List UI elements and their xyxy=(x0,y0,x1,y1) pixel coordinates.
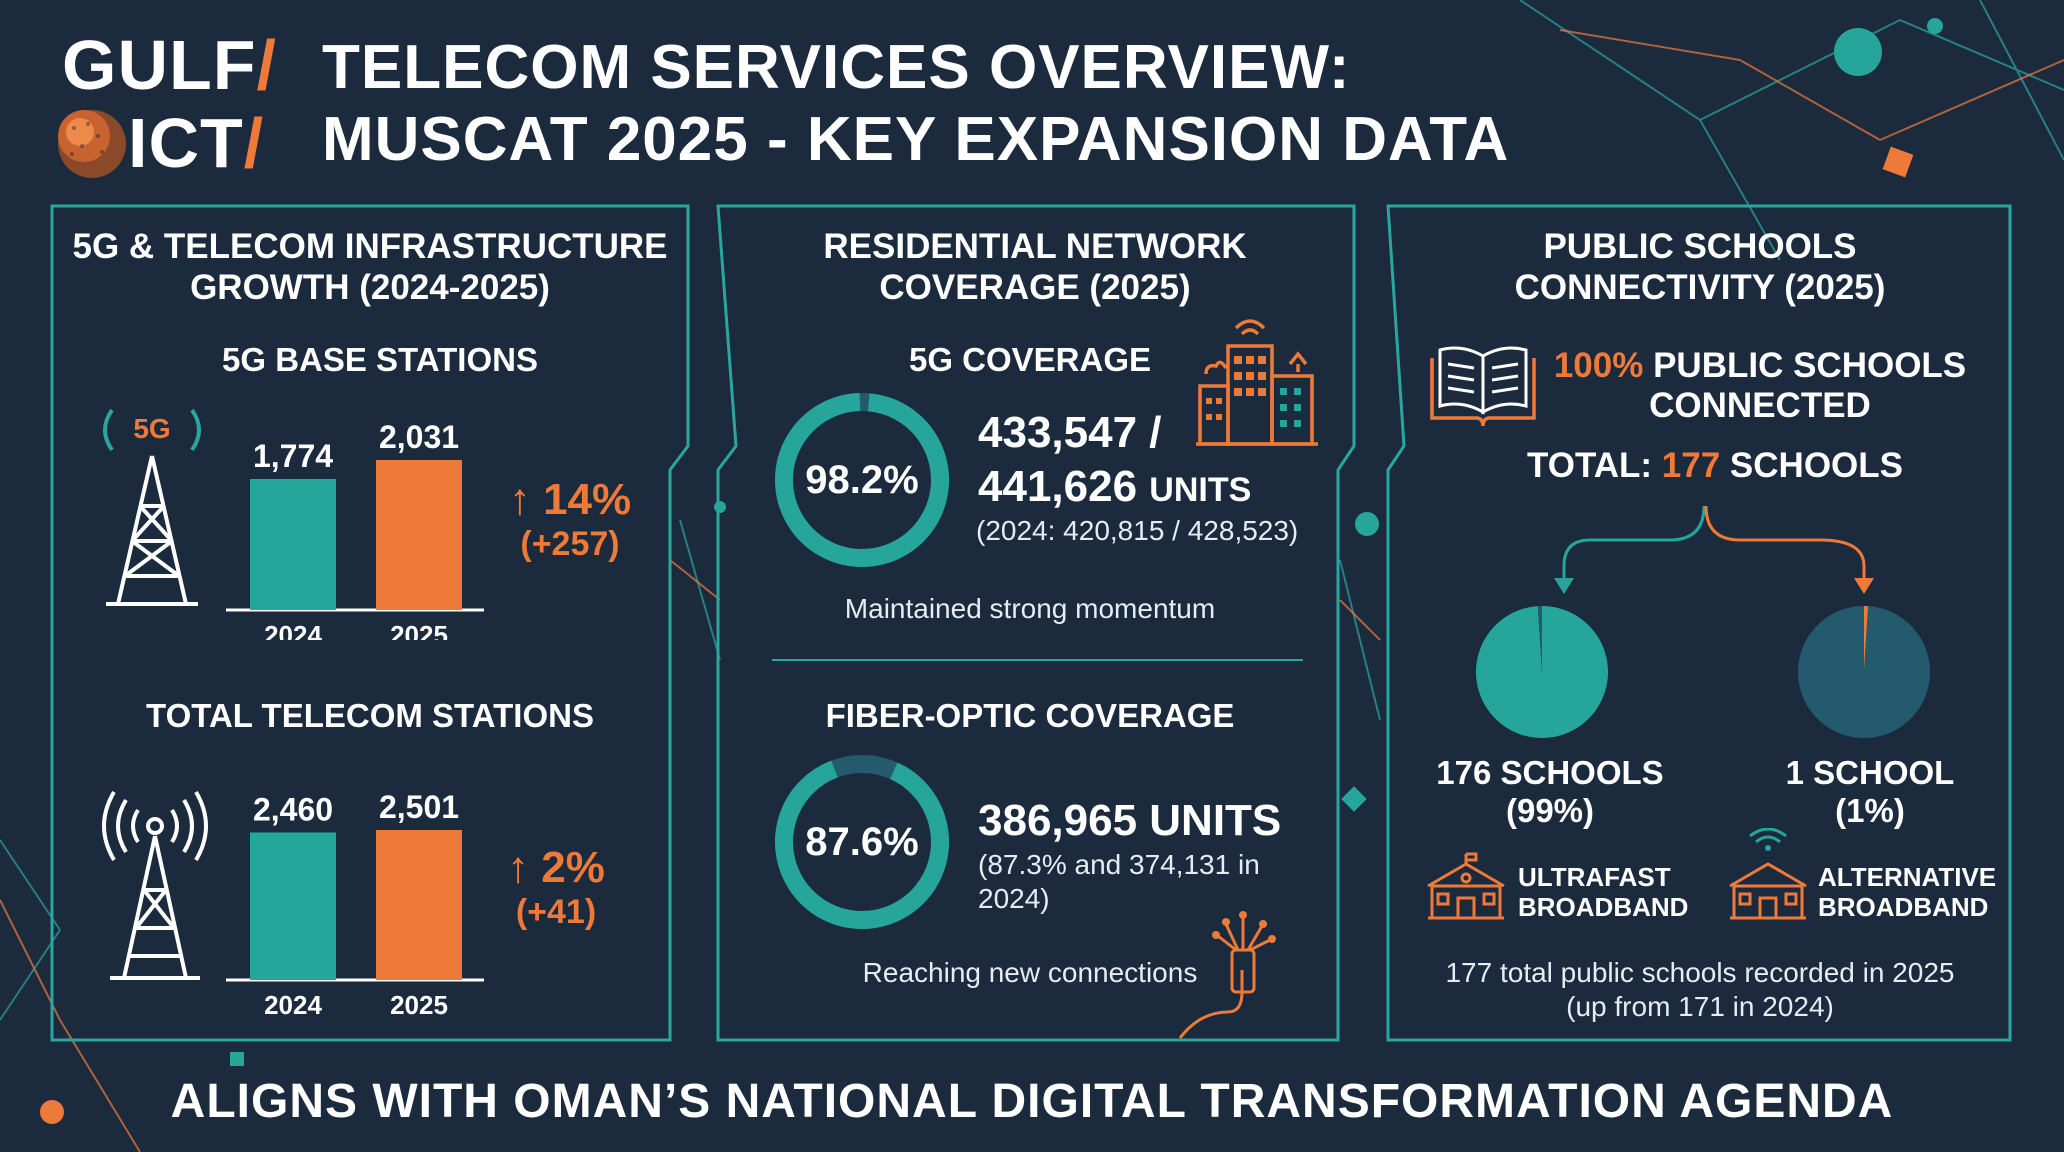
telecom-stations-bar-2024 xyxy=(250,832,336,980)
telecom-stations-change-abs: (+41) xyxy=(515,893,597,931)
schools-connected-pct: 100% xyxy=(1553,346,1644,385)
base-stations-value-label-2025: 2,031 xyxy=(379,420,459,455)
schools-connected-rest: PUBLIC SCHOOLS xyxy=(1643,346,1967,385)
schools-title-line1: PUBLIC SCHOOLS xyxy=(1543,227,1857,266)
base-stations-change-abs: (+257) xyxy=(520,525,620,563)
logo-slash-2: / xyxy=(243,104,265,182)
5g-icon-label: 5G xyxy=(133,413,170,444)
ultrafast-count: 176 SCHOOLS xyxy=(1436,754,1664,791)
schools-total: TOTAL: 177 SCHOOLS xyxy=(1450,446,1980,486)
5g-previous-year: (2024: 420,815 / 428,523) xyxy=(976,515,1299,546)
base-stations-heading: 5G BASE STATIONS xyxy=(222,341,538,378)
gulf-ict-logo: GULF/ ICT/ xyxy=(58,30,292,182)
5g-units-word: UNITS xyxy=(1149,471,1252,509)
telecom-stations-value-label-2025: 2,501 xyxy=(379,790,459,825)
base-stations-value-label-2024: 1,774 xyxy=(253,438,333,474)
fiber-coverage-donut xyxy=(775,755,949,929)
logo-slash: / xyxy=(256,26,277,104)
fiber-coverage-note: Reaching new connections xyxy=(862,957,1198,988)
school-icon xyxy=(1427,852,1505,920)
headline-line1: TELECOM SERVICES OVERVIEW: xyxy=(322,33,1351,102)
alternative-pie-slice-0 xyxy=(1864,606,1869,672)
logo-line1: GULF xyxy=(62,26,257,104)
5g-coverage-note: Maintained strong momentum xyxy=(844,593,1216,624)
schools-total-value: 177 xyxy=(1661,446,1721,485)
alternative-label: ALTERNATIVE BROADBAND xyxy=(1818,862,2008,922)
schools-title-line2: CONNECTIVITY (2025) xyxy=(1514,268,1886,307)
fiber-units: 386,965 UNITS xyxy=(978,796,1282,845)
alternative-pie-slice-1 xyxy=(1798,606,1930,738)
schools-note-line2: (up from 171 in 2024) xyxy=(1566,991,1834,1022)
buildings-icon xyxy=(1196,319,1318,446)
infrastructure-title-line2: GROWTH (2024-2025) xyxy=(190,268,550,307)
schools-total-prefix: TOTAL: xyxy=(1527,446,1662,485)
ultrafast-pie xyxy=(1476,606,1608,738)
residential-panel-title: RESIDENTIAL NETWORK COVERAGE (2025) xyxy=(740,226,1330,308)
schools-note-line1: 177 total public schools recorded in 202… xyxy=(1445,957,1955,988)
ultrafast-count-block: 176 SCHOOLS (99%) xyxy=(1400,754,1700,830)
page-headline: TELECOM SERVICES OVERVIEW: MUSCAT 2025 -… xyxy=(322,32,1822,176)
alternative-count-block: 1 SCHOOL (1%) xyxy=(1720,754,2020,830)
alternative-pie xyxy=(1798,606,1930,738)
base-stations-bar-chart: 1,774 2024 2,031 2025 xyxy=(226,420,484,640)
infrastructure-title-line1: 5G & TELECOM INFRASTRUCTURE xyxy=(72,227,668,266)
globe-icon xyxy=(58,110,126,178)
school-wifi-icon xyxy=(1729,828,1807,920)
base-stations-bar-2025 xyxy=(376,460,462,610)
base-stations-change-pct: ↑ 14% xyxy=(508,475,632,524)
5g-tower-icon: 5G xyxy=(103,408,201,606)
schools-note: 177 total public schools recorded in 202… xyxy=(1400,956,2000,1024)
schools-connected-line2: CONNECTED xyxy=(1649,386,1871,425)
ultrafast-label-line2: BROADBAND xyxy=(1518,892,1689,922)
split-arrows xyxy=(1554,505,1874,594)
footer-tagline: ALIGNS WITH OMAN’S NATIONAL DIGITAL TRAN… xyxy=(170,1075,1894,1128)
telecom-stations-heading: TOTAL TELECOM STATIONS xyxy=(146,697,594,734)
5g-coverage-donut xyxy=(775,393,949,567)
telecom-stations-year-label-2025: 2025 xyxy=(390,990,448,1020)
residential-title-line1: RESIDENTIAL NETWORK xyxy=(823,227,1247,266)
telecom-stations-bar-chart: 2,460 2024 2,501 2025 xyxy=(226,790,484,1020)
ultrafast-label: ULTRAFAST BROADBAND xyxy=(1518,862,1688,922)
infrastructure-panel-title: 5G & TELECOM INFRASTRUCTURE GROWTH (2024… xyxy=(60,226,680,308)
ultrafast-pct: (99%) xyxy=(1505,792,1595,829)
5g-coverage-percent: 98.2% xyxy=(805,458,919,502)
fiveg-donut-filled-arc xyxy=(775,393,949,567)
alternative-count: 1 SCHOOL xyxy=(1785,754,1955,791)
schools-panel-title: PUBLIC SCHOOLS CONNECTIVITY (2025) xyxy=(1400,226,2000,308)
telecom-stations-change-pct: ↑ 2% xyxy=(507,843,605,892)
ultrafast-label-line1: ULTRAFAST xyxy=(1518,862,1671,892)
telecom-stations-year-label-2024: 2024 xyxy=(264,990,322,1020)
alternative-label-line2: BROADBAND xyxy=(1818,892,1989,922)
fiber-coverage-heading: FIBER-OPTIC COVERAGE xyxy=(825,697,1235,734)
5g-coverage-heading: 5G COVERAGE xyxy=(908,341,1152,378)
residential-title-line2: COVERAGE (2025) xyxy=(879,268,1191,307)
alternative-label-line1: ALTERNATIVE xyxy=(1818,862,1997,892)
fiber-coverage-percent: 87.6% xyxy=(805,820,919,864)
fiber-cable-icon xyxy=(1178,911,1276,1039)
open-book-icon xyxy=(1430,346,1536,426)
headline-line2: MUSCAT 2025 - KEY EXPANSION DATA xyxy=(322,105,1510,174)
fiber-previous-year: (87.3% and 374,131 in 2024) xyxy=(978,849,1260,914)
5g-units-line1: 433,547 / xyxy=(978,408,1162,457)
alternative-pct: (1%) xyxy=(1835,792,1905,829)
schools-total-suffix: SCHOOLS xyxy=(1720,446,1903,485)
base-stations-year-label-2025: 2025 xyxy=(390,620,448,640)
base-stations-year-label-2024: 2024 xyxy=(264,620,322,640)
telecom-stations-bar-2025 xyxy=(376,830,462,980)
base-stations-bar-2024 xyxy=(250,478,336,610)
radio-tower-icon xyxy=(102,790,208,980)
5g-units-total: 441,626 xyxy=(978,462,1138,511)
logo-line2: ICT xyxy=(128,104,244,182)
telecom-stations-value-label-2024: 2,460 xyxy=(253,791,333,827)
schools-connected-statement: 100% PUBLIC SCHOOLS CONNECTED xyxy=(1540,346,1980,426)
ultrafast-pie-slice-1 xyxy=(1537,606,1542,672)
fiber-donut-filled-arc xyxy=(775,760,949,929)
5g-units-line2: 441,626 UNITS xyxy=(978,462,1338,515)
